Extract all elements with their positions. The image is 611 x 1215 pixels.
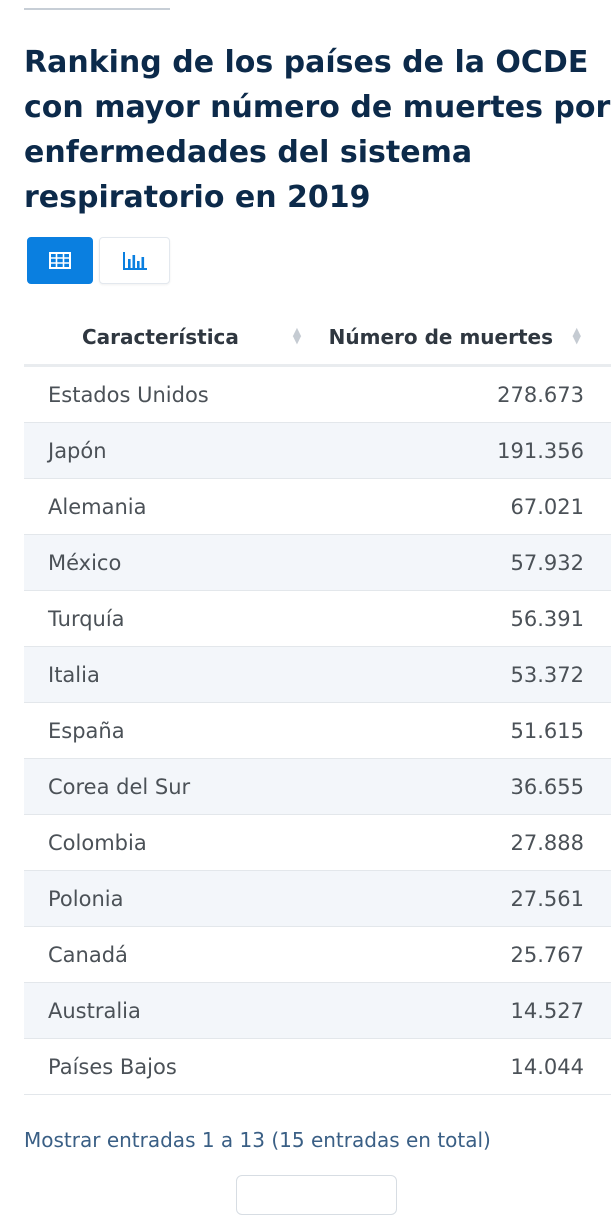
cell-deaths: 27.561 xyxy=(312,870,611,927)
table-row: Turquía 56.391 xyxy=(24,590,611,647)
cell-country: Colombia xyxy=(24,814,312,871)
table-row: Estados Unidos 278.673 xyxy=(24,365,611,423)
table-row: Canadá 25.767 xyxy=(24,926,611,983)
table-row: México 57.932 xyxy=(24,534,611,591)
chart-view-button[interactable] xyxy=(99,237,170,284)
top-divider xyxy=(24,8,170,10)
cell-country: Alemania xyxy=(24,478,312,535)
cell-country: Italia xyxy=(24,646,312,703)
cell-country: México xyxy=(24,534,312,591)
table-row: Italia 53.372 xyxy=(24,646,611,703)
sort-icon[interactable]: ▲ ▼ xyxy=(572,324,581,346)
table-row: Alemania 67.021 xyxy=(24,478,611,535)
cell-country: Países Bajos xyxy=(24,1038,312,1095)
entries-info: Mostrar entradas 1 a 13 (15 entradas en … xyxy=(24,1128,491,1152)
bar-chart-icon xyxy=(122,251,147,270)
table-view-button[interactable] xyxy=(27,237,93,284)
table-row: Australia 14.527 xyxy=(24,982,611,1039)
table-row: Polonia 27.561 xyxy=(24,870,611,927)
cell-deaths: 51.615 xyxy=(312,702,611,759)
view-toggle xyxy=(27,237,170,284)
cell-country: Japón xyxy=(24,422,312,479)
cell-deaths: 25.767 xyxy=(312,926,611,983)
cell-country: Corea del Sur xyxy=(24,758,312,815)
cell-deaths: 14.527 xyxy=(312,982,611,1039)
cell-country: Canadá xyxy=(24,926,312,983)
table-row: Corea del Sur 36.655 xyxy=(24,758,611,815)
column-header-label: Característica xyxy=(82,324,239,349)
table-row: Colombia 27.888 xyxy=(24,814,611,871)
cell-deaths: 14.044 xyxy=(312,1038,611,1095)
cell-deaths: 53.372 xyxy=(312,646,611,703)
sort-icon[interactable]: ▲ ▼ xyxy=(292,324,302,346)
cell-country: Estados Unidos xyxy=(24,365,312,423)
cell-deaths: 36.655 xyxy=(312,758,611,815)
cell-deaths: 191.356 xyxy=(312,422,611,479)
entries-per-page-select[interactable] xyxy=(236,1175,397,1215)
data-table: Característica ▲ ▼ Número de muertes ▲ ▼ E… xyxy=(24,309,611,1095)
table-row: España 51.615 xyxy=(24,702,611,759)
cell-country: Polonia xyxy=(24,870,312,927)
table-row: Países Bajos 14.044 xyxy=(24,1038,611,1095)
table-body: Estados Unidos 278.673 Japón 191.356 Alema… xyxy=(24,365,611,1095)
column-header-caracteristica[interactable]: Característica ▲ ▼ xyxy=(24,309,312,367)
cell-country: Turquía xyxy=(24,590,312,647)
column-header-numero-de-muertes[interactable]: Número de muertes ▲ ▼ xyxy=(312,309,611,367)
page-title: Ranking de los países de la OCDE con may… xyxy=(24,45,611,215)
cell-deaths: 57.932 xyxy=(312,534,611,591)
column-header-label: Número de muertes xyxy=(328,324,553,349)
cell-country: España xyxy=(24,702,312,759)
table-icon xyxy=(49,252,71,269)
cell-deaths: 67.021 xyxy=(312,478,611,535)
table-row: Japón 191.356 xyxy=(24,422,611,479)
cell-deaths: 27.888 xyxy=(312,814,611,871)
cell-deaths: 56.391 xyxy=(312,590,611,647)
table-header-row: Característica ▲ ▼ Número de muertes ▲ ▼ xyxy=(24,309,611,367)
cell-deaths: 278.673 xyxy=(312,365,611,423)
cell-country: Australia xyxy=(24,982,312,1039)
